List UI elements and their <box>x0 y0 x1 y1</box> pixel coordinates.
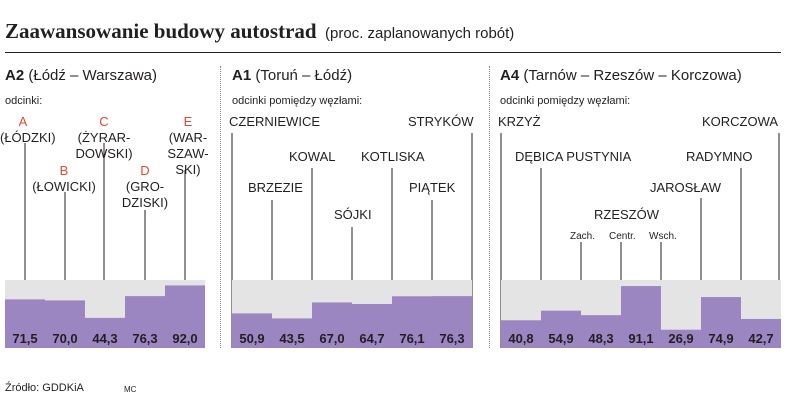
bar-a2-3 <box>125 296 165 348</box>
node-a4-radymno: RADYMNO <box>686 149 753 164</box>
section-a4-route: (Tarnów – Rzeszów – Korczowa) <box>523 67 742 84</box>
bar-a1-2 <box>312 302 352 348</box>
bar-a1-4 <box>392 296 432 348</box>
bar-a4-5 <box>701 297 741 348</box>
bar-a1-0 <box>232 313 272 348</box>
node-a4-debica-pustynia: DĘBICA PUSTYNIA <box>515 149 632 164</box>
section-a4-code: A4 <box>500 67 520 84</box>
bar-value-label: 74,9 <box>708 331 733 346</box>
node-a4-rzeszow: RZESZÓW <box>594 207 659 222</box>
bar-value-label: 44,3 <box>92 331 117 346</box>
section-a4-subheading: odcinki pomiędzy węzłami: <box>500 95 631 107</box>
bar-a2-4 <box>165 285 205 348</box>
bar-a1-3 <box>352 304 392 348</box>
node-a1-strykow: STRYKÓW <box>408 114 474 129</box>
node-a4-centr: Centr. <box>609 231 636 242</box>
chart-title-block: Zaawansowanie budowy autostrad (proc. za… <box>5 19 514 44</box>
bar-a4-1 <box>541 310 581 348</box>
bar-value-label: 50,9 <box>239 331 264 346</box>
node-a4-wsch: Wsch. <box>649 231 677 242</box>
bar-value-label: 76,3 <box>132 331 157 346</box>
bar-a4-0 <box>501 320 541 348</box>
section-a1-code: A1 <box>232 67 252 84</box>
bar-a1-5 <box>432 296 472 348</box>
chart-subtitle: (proc. zaplanowanych robót) <box>325 25 515 42</box>
bar-a2-1 <box>45 300 85 348</box>
section-a1-route: (Toruń – Łódź) <box>255 67 353 84</box>
node-a2-lodzki: A (ŁÓDZKI) <box>0 114 56 145</box>
section-a2-subheading: odcinki: <box>5 95 43 107</box>
bar-a4-2 <box>581 315 621 348</box>
node-a2-lowicki: B (ŁOWICKI) <box>32 163 96 194</box>
node-a4-zach: Zach. <box>570 231 596 242</box>
bar-value-label: 43,5 <box>279 331 304 346</box>
bar-value-label: 64,7 <box>359 331 384 346</box>
bar-value-label: 42,7 <box>748 331 773 346</box>
bar-a1-1 <box>272 318 312 348</box>
node-a1-kowal: KOWAL <box>289 149 336 164</box>
bar-value-label: 76,3 <box>439 331 464 346</box>
section-a1-heading: A1 (Toruń – Łódź) <box>232 67 352 84</box>
bar-a2-2 <box>85 317 125 348</box>
bar-a2-0 <box>5 299 45 348</box>
chart-title: Zaawansowanie budowy autostrad <box>5 19 317 43</box>
section-divider <box>489 66 490 348</box>
bar-value-label: 92,0 <box>172 331 197 346</box>
node-a1-piatek: PIĄTEK <box>409 180 456 195</box>
section-a4-heading: A4 (Tarnów – Rzeszów – Korczowa) <box>500 67 742 84</box>
bar-value-label: 70,0 <box>52 331 77 346</box>
node-a4-korczowa: KORCZOWA <box>702 114 779 129</box>
section-a2-code: A2 <box>5 67 25 84</box>
node-a4-krzyz: KRZYŻ <box>498 114 541 129</box>
section-a1-subheading: odcinki pomiędzy węzłami: <box>232 95 363 107</box>
bar-value-label: 76,1 <box>399 331 424 346</box>
node-a2-grodziski: D (GRO- DZISKI) <box>121 163 169 210</box>
section-a2-route: (Łódź – Warszawa) <box>28 67 158 84</box>
bar-value-label: 26,9 <box>668 331 693 346</box>
node-a1-czerniewice: CZERNIEWICE <box>229 114 320 129</box>
bar-value-label: 40,8 <box>508 331 533 346</box>
node-a4-jaroslaw: JAROSŁAW <box>650 180 722 195</box>
section-a2-heading: A2 (Łódź – Warszawa) <box>5 67 157 84</box>
source-note: Źródło: GDDKiA <box>5 382 84 394</box>
bar-value-label: 67,0 <box>319 331 344 346</box>
bar-value-label: 91,1 <box>628 331 653 346</box>
bar-a4-4 <box>661 329 701 348</box>
section-divider <box>220 66 221 348</box>
node-a2-warszawski: E (WAR- SZAW- SKI) <box>167 114 209 177</box>
title-divider <box>5 52 781 53</box>
bar-value-label: 71,5 <box>12 331 37 346</box>
node-a1-kotliska: KOTLISKA <box>361 149 425 164</box>
bar-a4-3 <box>621 286 661 348</box>
bar-value-label: 48,3 <box>588 331 613 346</box>
node-a1-brzezie: BRZEZIE <box>248 180 303 195</box>
author-credit: MC <box>124 385 137 394</box>
node-a1-sojki: SÓJKI <box>334 207 372 222</box>
bar-a4-6 <box>741 318 781 348</box>
bar-value-label: 54,9 <box>548 331 573 346</box>
